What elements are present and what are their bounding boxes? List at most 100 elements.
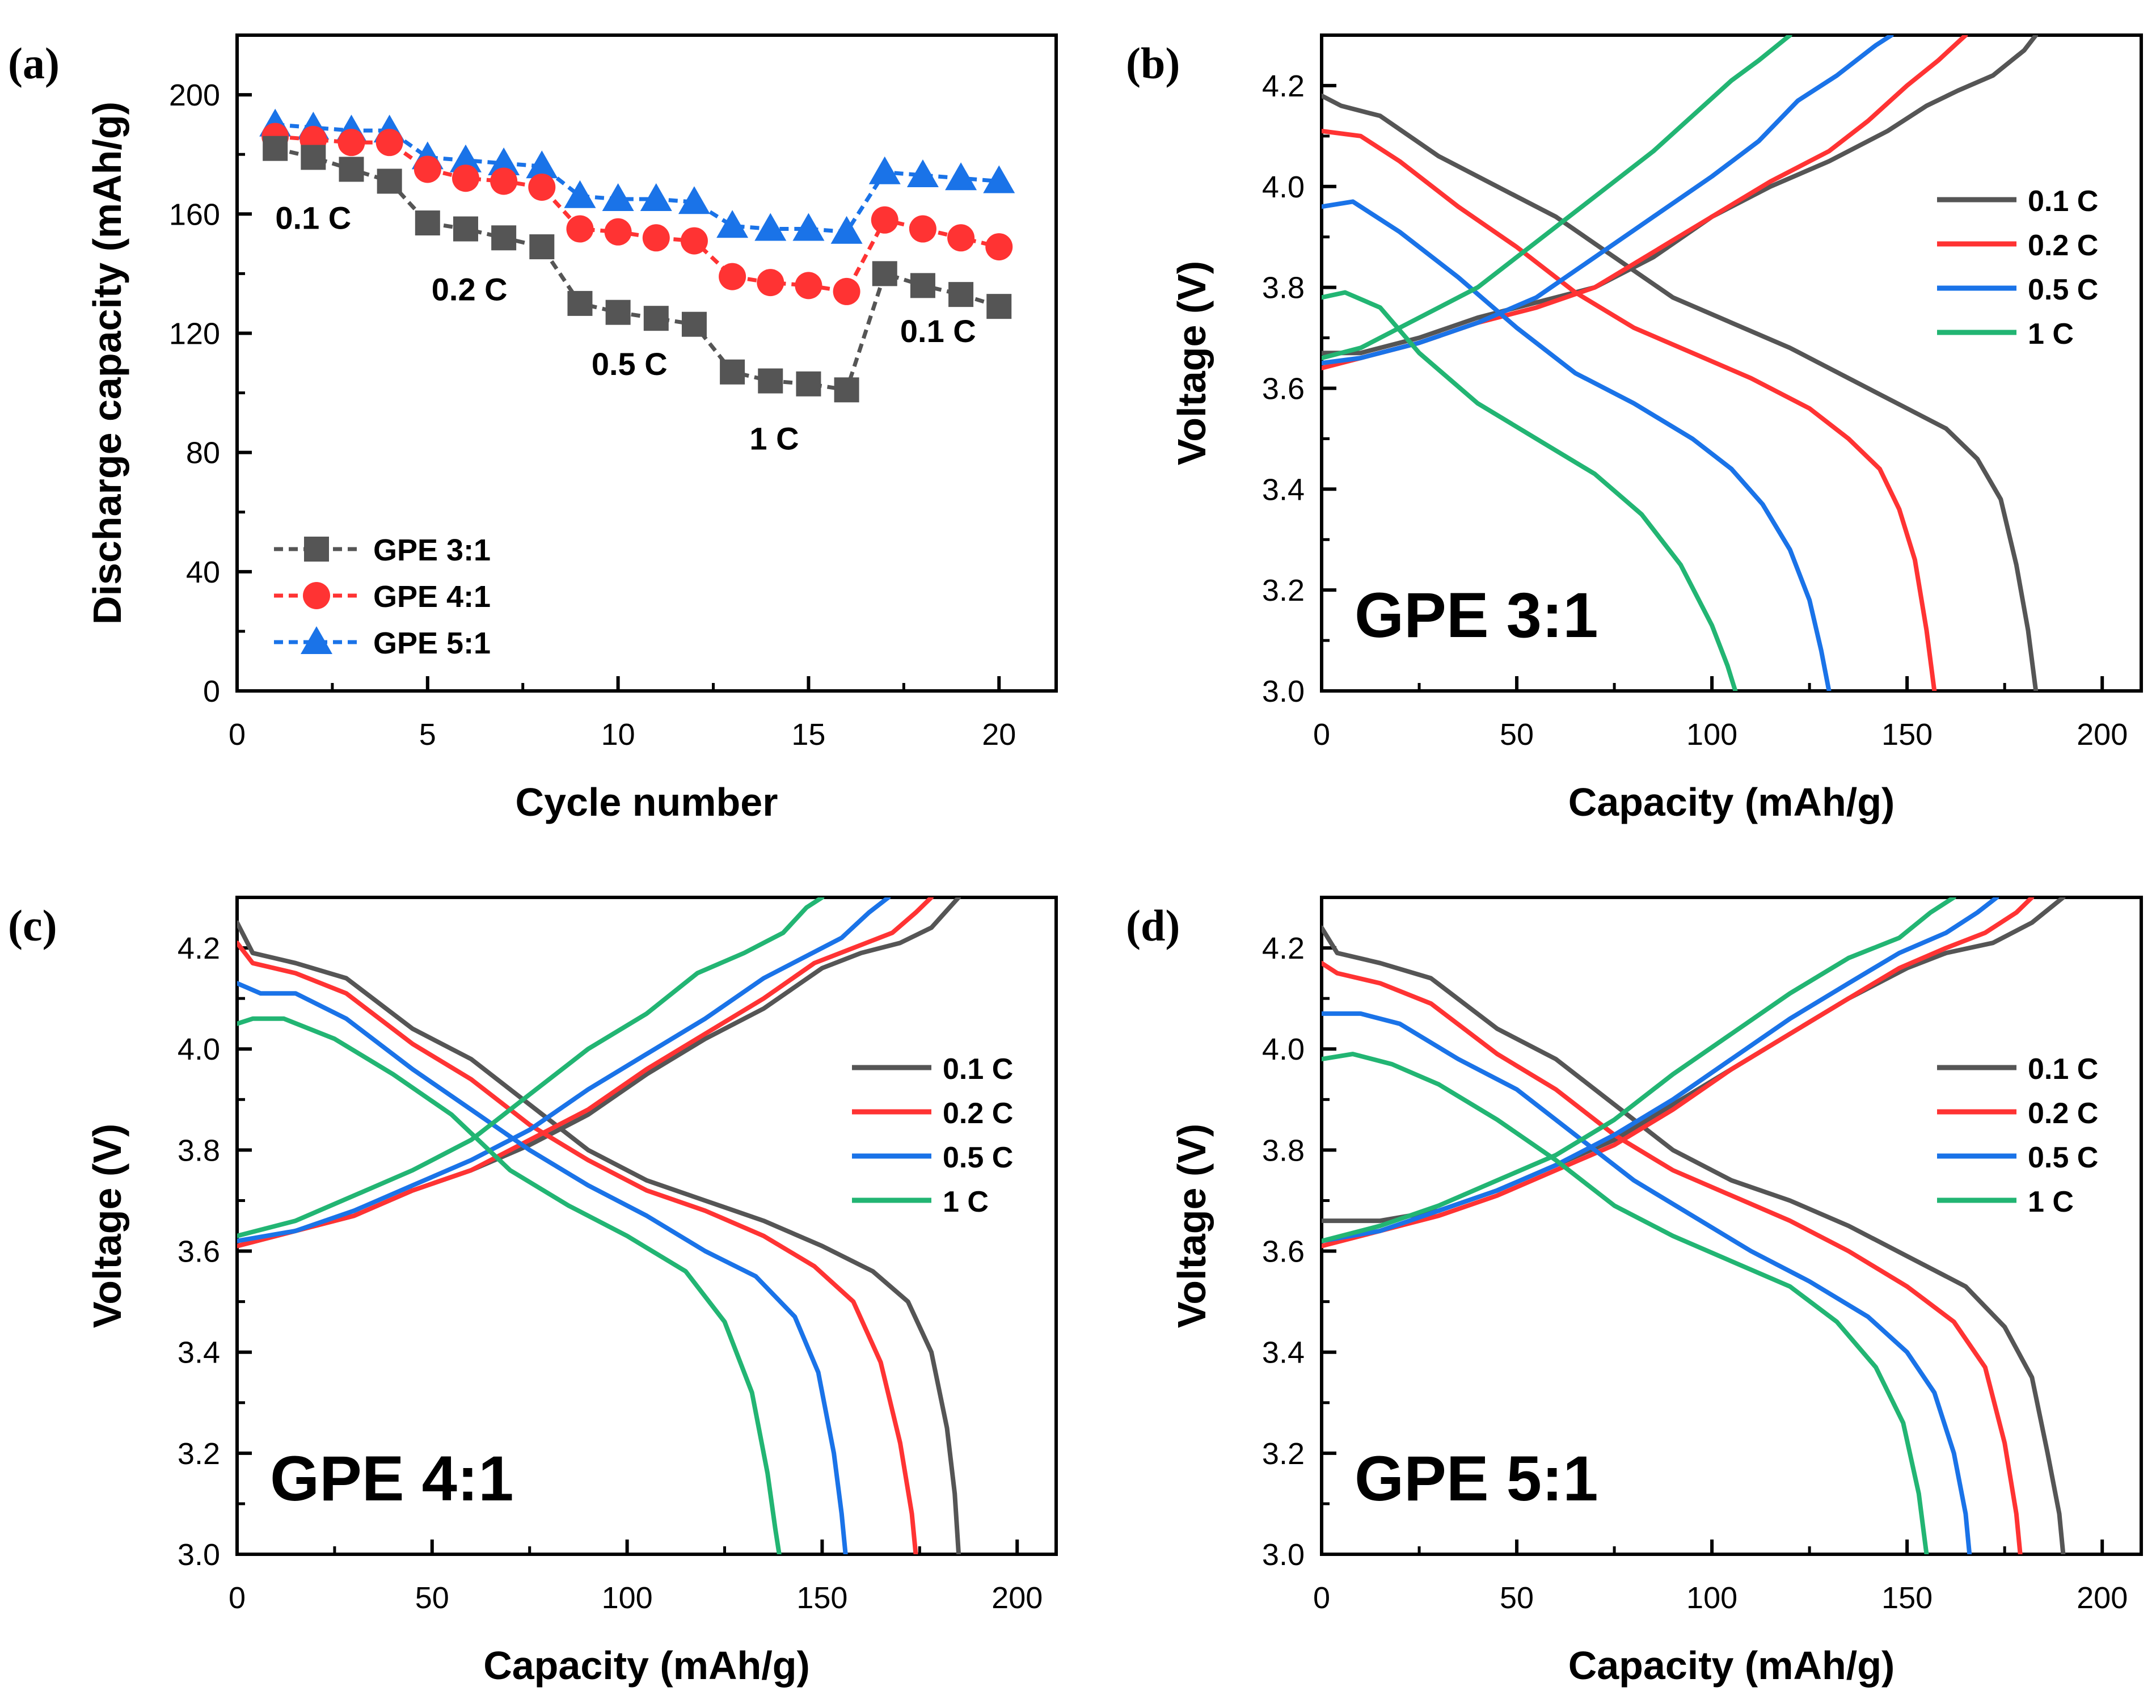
legend-label: 0.2 C bbox=[2028, 229, 2098, 262]
panel-label: (d) bbox=[1126, 901, 1180, 950]
discharge-curve bbox=[1322, 1011, 1972, 1554]
data-point bbox=[604, 218, 632, 246]
panel-title: GPE 3:1 bbox=[1355, 580, 1598, 651]
data-point bbox=[792, 213, 825, 241]
data-point bbox=[263, 136, 288, 161]
data-point bbox=[678, 186, 710, 214]
y-tick-label: 3.2 bbox=[1262, 1437, 1305, 1471]
data-point bbox=[948, 282, 974, 307]
charge-curve bbox=[1322, 897, 1999, 1243]
data-point bbox=[414, 155, 441, 183]
series-0-5-c bbox=[1322, 897, 1999, 1554]
charge-curve bbox=[237, 897, 891, 1243]
plot-area bbox=[1322, 897, 2066, 1554]
data-point bbox=[304, 537, 329, 562]
plot-frame bbox=[1320, 896, 2143, 1556]
data-point bbox=[642, 224, 670, 252]
data-point bbox=[796, 371, 821, 397]
y-tick-label: 3.2 bbox=[178, 1437, 220, 1471]
y-tick-label: 4.2 bbox=[178, 931, 220, 965]
data-point bbox=[605, 300, 631, 325]
x-tick-label: 5 bbox=[419, 718, 436, 752]
data-point bbox=[567, 290, 593, 316]
data-point bbox=[640, 183, 672, 211]
data-point bbox=[529, 234, 555, 260]
data-point bbox=[868, 156, 901, 184]
y-tick-label: 3.2 bbox=[1262, 573, 1305, 608]
legend-label: 1 C bbox=[2028, 318, 2074, 351]
y-tick-label: 200 bbox=[169, 78, 220, 112]
data-point bbox=[909, 215, 936, 243]
data-point bbox=[720, 359, 745, 385]
charge-curve bbox=[1322, 35, 1894, 365]
data-point bbox=[643, 306, 669, 331]
y-axis-label: Voltage (V) bbox=[1170, 1124, 1214, 1328]
y-tick-label: 3.0 bbox=[1262, 674, 1305, 708]
x-axis-label: Cycle number bbox=[516, 780, 778, 824]
legend-label: 1 C bbox=[943, 1186, 989, 1218]
charge-curve bbox=[1322, 897, 2035, 1249]
series-gpe-3-1 bbox=[263, 136, 1012, 403]
y-tick-label: 3.4 bbox=[178, 1336, 220, 1370]
legend-label: 0.1 C bbox=[2028, 185, 2098, 218]
charge-curve bbox=[1322, 35, 2039, 356]
data-point bbox=[754, 213, 787, 241]
panel-label: (b) bbox=[1126, 39, 1180, 88]
data-point bbox=[719, 263, 746, 290]
x-tick-label: 200 bbox=[2077, 718, 2128, 752]
rate-annotation: 0.2 C bbox=[432, 272, 508, 307]
y-tick-label: 3.8 bbox=[178, 1133, 220, 1167]
charge-curve bbox=[1322, 897, 1956, 1243]
x-tick-label: 15 bbox=[791, 718, 825, 752]
legend-label: 0.2 C bbox=[943, 1097, 1013, 1130]
series-0-5-c bbox=[237, 897, 891, 1554]
y-tick-label: 120 bbox=[169, 317, 220, 351]
series-1-c bbox=[237, 897, 825, 1554]
x-axis-label: Capacity (mAh/g) bbox=[1568, 1643, 1895, 1688]
x-tick-label: 0 bbox=[1313, 718, 1330, 752]
series-1-c bbox=[1322, 35, 1792, 691]
data-point bbox=[986, 294, 1012, 319]
data-point bbox=[488, 147, 520, 175]
data-point bbox=[490, 167, 518, 195]
legend-label: GPE 3:1 bbox=[373, 533, 491, 567]
x-tick-label: 150 bbox=[796, 1581, 847, 1615]
data-point bbox=[910, 273, 935, 298]
legend-label: 0.5 C bbox=[2028, 273, 2098, 306]
y-tick-label: 80 bbox=[186, 436, 220, 470]
y-axis-label: Voltage (V) bbox=[1170, 261, 1214, 465]
x-tick-label: 0 bbox=[229, 718, 246, 752]
legend-label: 0.2 C bbox=[2028, 1097, 2098, 1130]
y-tick-label: 3.8 bbox=[1262, 1133, 1305, 1167]
x-axis-label: Capacity (mAh/g) bbox=[483, 1643, 810, 1688]
panel-b: 0 50 100 150 200 3.0 3.2 3.4 3.6 3.8 4.0 4.2 Capacit… bbox=[1126, 33, 2143, 824]
legend-label: 0.1 C bbox=[943, 1053, 1013, 1086]
data-point bbox=[830, 216, 863, 244]
panel-title: GPE 5:1 bbox=[1355, 1443, 1598, 1514]
y-tick-label: 3.8 bbox=[1262, 271, 1305, 305]
data-point bbox=[983, 165, 1015, 193]
y-tick-label: 3.6 bbox=[178, 1235, 220, 1269]
discharge-curve bbox=[1322, 199, 1832, 691]
x-tick-label: 10 bbox=[601, 718, 635, 752]
x-tick-label: 100 bbox=[1686, 718, 1737, 752]
data-point bbox=[337, 129, 365, 157]
x-tick-label: 150 bbox=[1881, 718, 1933, 752]
data-point bbox=[945, 162, 977, 191]
data-point bbox=[680, 227, 708, 255]
y-tick-label: 3.6 bbox=[1262, 372, 1305, 406]
charge-curve bbox=[237, 897, 934, 1249]
charge-curve bbox=[237, 897, 825, 1238]
series-gpe-4-1 bbox=[261, 123, 1013, 305]
discharge-curve bbox=[1322, 290, 1738, 691]
data-point bbox=[681, 311, 707, 337]
y-tick-label: 4.0 bbox=[1262, 170, 1305, 204]
data-point bbox=[528, 173, 556, 201]
discharge-curve bbox=[1322, 93, 2039, 691]
discharge-curve bbox=[1322, 925, 2066, 1554]
y-tick-label: 4.2 bbox=[1262, 69, 1305, 103]
y-tick-label: 40 bbox=[186, 555, 220, 589]
data-point bbox=[834, 377, 859, 403]
rate-annotation: 0.5 C bbox=[592, 346, 668, 382]
plot-area bbox=[237, 897, 961, 1554]
